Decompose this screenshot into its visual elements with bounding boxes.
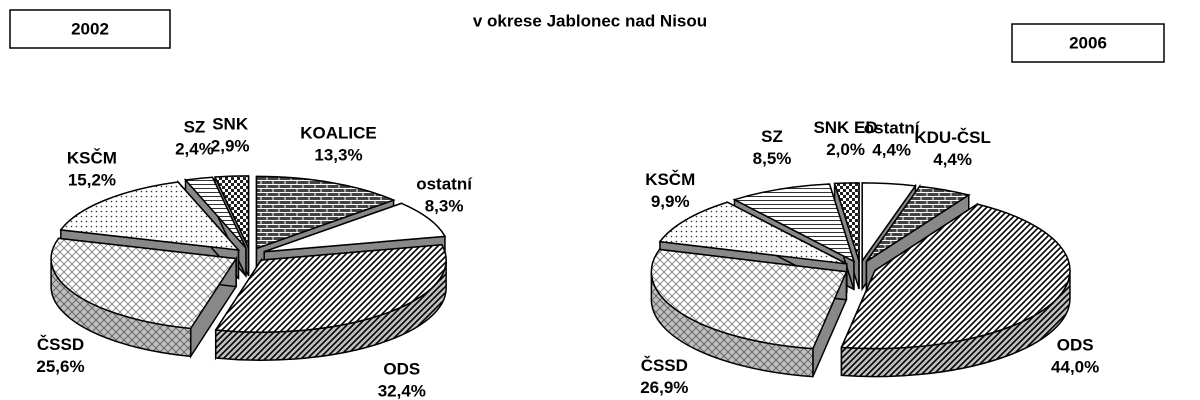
slice	[214, 244, 447, 333]
slice-name: SNK ED	[813, 118, 877, 137]
slice-name: KSČM	[645, 170, 695, 189]
slice-name: ODS	[1057, 335, 1094, 354]
slice-value-label: 8,3%	[425, 196, 464, 215]
slice-group	[214, 243, 447, 361]
slice-name: ostatní	[416, 174, 473, 193]
slice-name: KOALICE	[300, 123, 377, 142]
slice	[263, 202, 447, 253]
slice-name: SZ	[184, 118, 206, 137]
slice-group	[650, 248, 848, 378]
slice-group	[50, 237, 238, 359]
slice-side-shade	[51, 258, 191, 357]
slice-name: KSČM	[67, 149, 117, 168]
slice	[184, 176, 247, 249]
slice-side-shade	[841, 270, 1070, 377]
slice-name: KDU-ČSL	[914, 128, 991, 147]
slice-value-label: 2,9%	[211, 136, 250, 155]
slice	[732, 183, 856, 263]
slice-value-label: 2,0%	[826, 140, 865, 159]
year-box	[9, 9, 171, 49]
year-label: 2002	[71, 19, 109, 38]
slice	[50, 237, 238, 330]
slice-value-label: 8,5%	[753, 149, 792, 168]
slice-value-label: 9,9%	[651, 192, 690, 211]
slice-name: ČSSD	[641, 356, 688, 375]
slice-value-label: 4,4%	[872, 141, 911, 160]
slice-value-label: 4,4%	[933, 150, 972, 169]
slice	[833, 182, 860, 262]
slice-value-label: 32,4%	[378, 382, 426, 400]
slice	[59, 181, 241, 252]
slice-side-shade	[215, 260, 447, 361]
slice	[861, 182, 917, 264]
slice-value-label: 26,9%	[640, 378, 688, 397]
slice	[213, 175, 250, 249]
year-box	[1011, 23, 1165, 63]
slice-group	[840, 202, 1071, 378]
slice	[658, 201, 848, 265]
slice-value-label: 15,2%	[68, 171, 116, 190]
slice-name: SZ	[761, 127, 783, 146]
chart-title: v okrese Jablonec nad Nisou	[473, 11, 707, 30]
slice-name: ČSSD	[37, 335, 84, 354]
slice-value-label: 13,3%	[314, 145, 362, 164]
year-label: 2006	[1069, 33, 1107, 52]
slice-value-label: 2,4%	[175, 140, 214, 159]
slice-name: SNK	[212, 114, 249, 133]
slice	[865, 185, 971, 263]
slice	[650, 248, 848, 350]
slice	[255, 175, 396, 250]
slice	[840, 203, 1071, 350]
slice-side-shade	[651, 271, 813, 377]
slice-value-label: 44,0%	[1051, 357, 1099, 376]
slice-name: ODS	[383, 360, 420, 379]
slice-value-label: 25,6%	[36, 357, 84, 376]
slice-name: ostatní	[864, 119, 921, 138]
